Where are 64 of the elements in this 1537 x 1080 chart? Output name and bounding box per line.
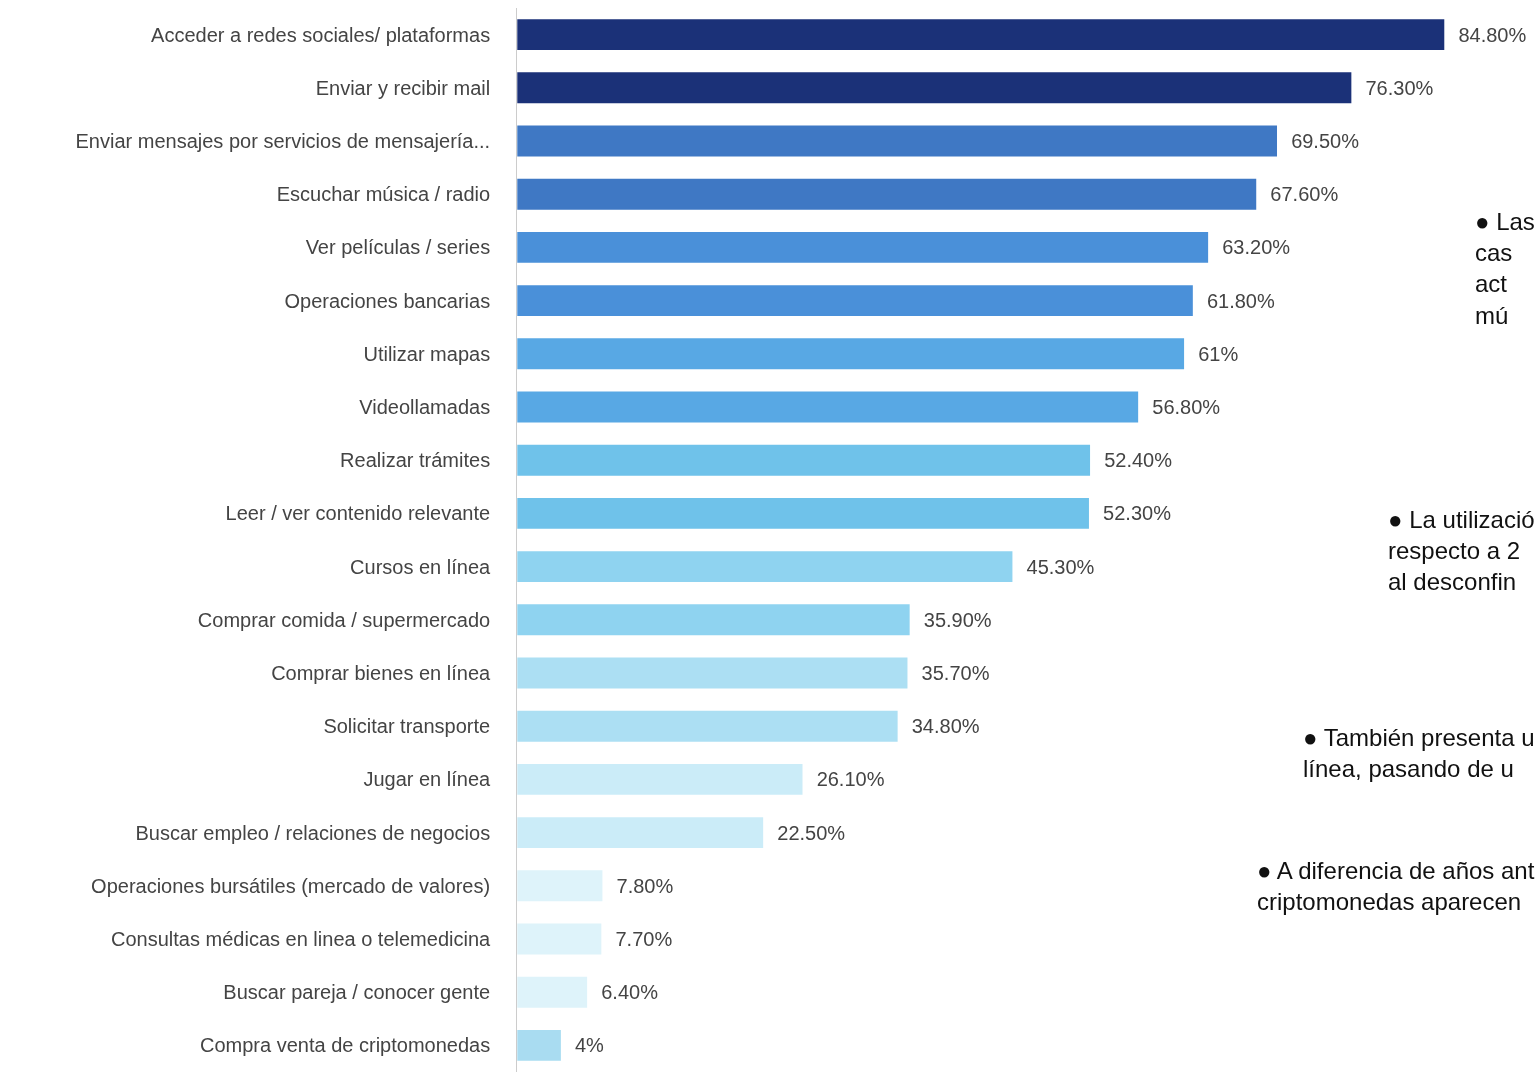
y-tick-label: Compra venta de criptomonedas	[200, 1034, 491, 1057]
y-tick-label: Comprar bienes en línea	[271, 662, 492, 684]
bar	[517, 178, 1257, 210]
y-tick-label: Cursos en línea	[350, 555, 492, 578]
y-tick-label: Buscar pareja / conocer gente	[223, 981, 491, 1004]
data-label: 63.20%	[1211, 236, 1291, 259]
data-label: 35.70%	[910, 662, 990, 684]
bar	[517, 125, 1278, 157]
bar	[517, 285, 1193, 317]
bar	[517, 923, 602, 955]
data-label: 52.40%	[1093, 449, 1173, 472]
bar	[517, 976, 588, 1008]
bar	[517, 710, 898, 742]
bar	[517, 391, 1139, 423]
bar	[517, 763, 803, 795]
data-label: 7.70%	[604, 928, 673, 950]
data-label: 61%	[1187, 342, 1239, 365]
data-label: 52.30%	[1091, 502, 1172, 525]
y-tick-label: Enviar y recibir mail	[315, 76, 491, 99]
y-tick-label: Leer / ver contenido relevante	[225, 502, 491, 525]
data-label: 22.50%	[766, 821, 846, 844]
bar	[517, 497, 1089, 529]
bar	[517, 338, 1185, 370]
data-label: 84.80%	[1447, 23, 1527, 46]
bar	[517, 657, 908, 689]
bar	[517, 817, 764, 849]
y-tick-label: Operaciones bursátiles (mercado de valores)	[91, 874, 491, 897]
data-label: 61.80%	[1195, 289, 1275, 312]
data-label: 34.80%	[900, 715, 980, 738]
bar	[517, 604, 910, 636]
data-label: 76.30%	[1354, 76, 1434, 99]
data-label: 56.80%	[1141, 396, 1221, 418]
text: ● Las cas act mú	[1475, 208, 1535, 329]
bar	[517, 444, 1091, 476]
y-tick-label: Operaciones bancarias	[284, 289, 491, 312]
y-tick-label: Enviar mensajes por servicios de mensajería...	[75, 130, 491, 152]
bar	[517, 72, 1352, 104]
data-label: 67.60%	[1259, 183, 1339, 206]
data-label: 6.40%	[590, 981, 659, 1004]
data-label: 45.30%	[1015, 555, 1095, 578]
y-tick-label: Buscar empleo / relaciones de negocios	[135, 821, 491, 844]
y-tick-label: Acceder a redes sociales/ plataformas	[151, 23, 491, 46]
y-tick-label: Solicitar transporte	[323, 715, 491, 738]
y-tick-label: Comprar comida / supermercado	[197, 608, 491, 631]
y-tick-label: Jugar en línea	[363, 768, 492, 791]
y-tick-label: Utilizar mapas	[363, 342, 491, 365]
data-label: 26.10%	[805, 768, 885, 791]
y-tick-label: Escuchar música / radio	[276, 183, 491, 206]
annotation: ● A diferencia de años ant criptomonedas aparecen	[1257, 857, 1535, 916]
bar	[517, 231, 1209, 263]
bar	[517, 1029, 561, 1061]
bar	[517, 551, 1013, 583]
bar	[517, 870, 603, 902]
data-label: 4%	[563, 1034, 605, 1057]
annotation: ● La utilizació respecto a 2 al desconfin	[1388, 506, 1535, 596]
data-label: 35.90%	[912, 608, 992, 631]
data-label: 7.80%	[605, 874, 674, 897]
bar	[517, 19, 1445, 51]
annotation: ● También presenta u línea, pasando de u	[1303, 724, 1535, 783]
y-tick-label: Videollamadas	[359, 396, 491, 418]
data-label: 69.50%	[1280, 130, 1360, 152]
y-tick-label: Realizar trámites	[340, 449, 491, 472]
y-tick-label: Ver películas / series	[305, 236, 491, 259]
y-tick-label: Consultas médicas en linea o telemedicina	[111, 928, 492, 950]
